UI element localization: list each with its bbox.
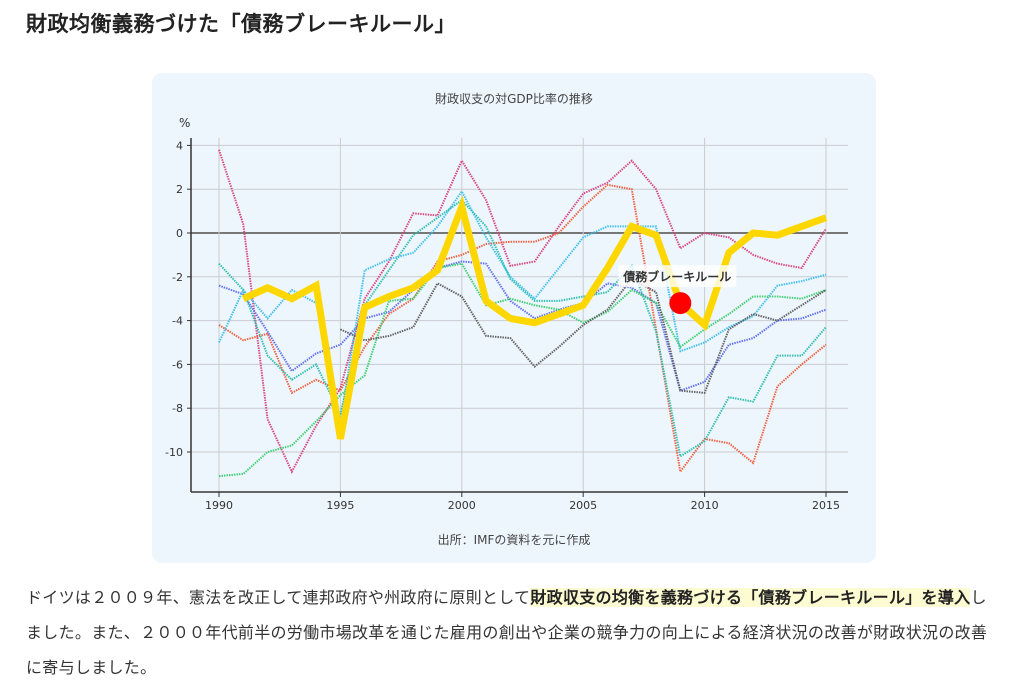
y-tick-label: 4	[176, 139, 183, 152]
annotation-box	[618, 265, 737, 288]
series-line-3	[218, 260, 827, 392]
y-tick-label: -2	[172, 271, 183, 284]
paragraph-highlight: 財政収支の均衡を義務づける「債務ブレーキルール」を導入	[530, 588, 971, 607]
y-tick-label: 0	[176, 227, 183, 240]
chart-card: 財政収支の対GDP比率の推移 4 2 0 -2 -4 -6 -8 -10 1990 1995 200…	[152, 73, 876, 563]
y-axis-label: %	[179, 116, 190, 130]
series-line-2	[218, 183, 827, 475]
x-tick-label: 1995	[326, 499, 354, 512]
annotation-label: 債務ブレーキルール	[622, 269, 731, 284]
section-heading: 財政均衡義務づけた「債務ブレーキルール」	[26, 12, 456, 36]
x-tick-label: 2015	[812, 499, 840, 512]
highlight-point	[669, 292, 692, 315]
chart-title: 財政収支の対GDP比率の推移	[435, 92, 593, 106]
series-line-1	[218, 149, 827, 474]
series-line-4	[218, 189, 827, 422]
x-tick-label: 2000	[448, 499, 476, 512]
y-tick-label: -4	[172, 315, 183, 328]
x-tick-label: 2005	[569, 499, 597, 512]
series-line-5	[218, 198, 827, 459]
x-tick-label: 2010	[691, 499, 719, 512]
deficit-line-chart: 4 2 0 -2 -4 -6 -8 -10 1990 1995 2000 2005 2010 2015% 債…	[165, 116, 848, 512]
y-tick-label: -8	[172, 402, 183, 415]
series-line-7	[339, 277, 827, 394]
y-tick-label: -6	[172, 358, 183, 371]
y-tick-label: -10	[165, 446, 183, 459]
x-tick-label: 1990	[205, 499, 233, 512]
body-paragraph: ドイツは２００９年、憲法を改正して連邦政府や州政府に原則として財政収支の均衡を義…	[26, 580, 1001, 685]
chart-source: 出所：IMFの資料を元に作成	[437, 533, 591, 547]
paragraph-text-1: ドイツは２００９年、憲法を改正して連邦政府や州政府に原則として	[26, 588, 531, 607]
germany-series-line	[241, 195, 828, 440]
y-tick-label: 2	[176, 183, 183, 196]
series-line-6	[218, 262, 827, 478]
